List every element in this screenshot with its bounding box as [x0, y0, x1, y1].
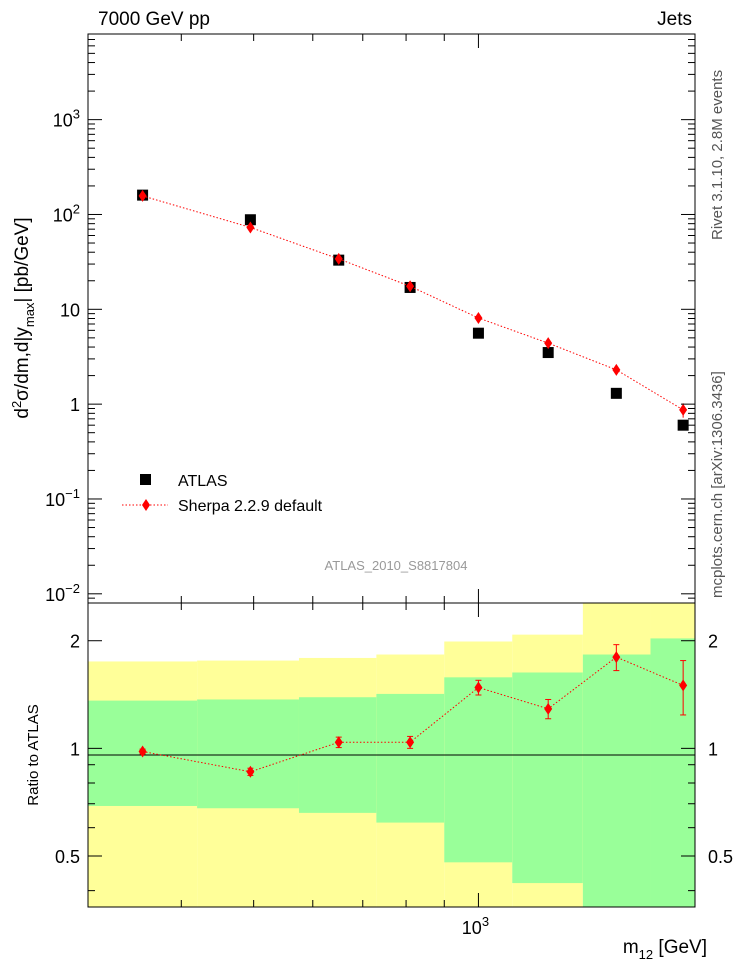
main-y-tick-exp: 2: [73, 201, 80, 216]
main-y-tick-exp: 3: [73, 107, 80, 122]
sherpa-point: [406, 280, 415, 293]
sherpa-point: [679, 403, 688, 416]
ylabel-mid: σ/dm,d|y: [12, 327, 33, 401]
ratio-point: [612, 651, 621, 664]
main-y-tick-label: 10: [60, 300, 80, 320]
x-tick-base: 10: [462, 918, 482, 938]
ratio-point: [138, 745, 147, 758]
main-y-tick-label: 10−1: [45, 486, 80, 510]
legend-sherpa-marker: [142, 499, 150, 511]
ratio-y-axis-label: Ratio to ATLAS: [25, 704, 42, 805]
ratio-x-axis-label: m12 [GeV]: [623, 937, 707, 962]
ratio-y-tick-label-left: 0.5: [55, 847, 80, 867]
atlas-point: [610, 387, 622, 399]
ylabel-end: | [pb/GeV]: [12, 217, 33, 302]
main-y-tick-base: 10: [60, 300, 80, 320]
atlas-point: [472, 327, 484, 339]
ratio-point: [474, 681, 483, 694]
ratio-data-layer: [138, 644, 688, 778]
ratio-inner-band: [582, 654, 651, 907]
legend: ATLAS Sherpa 2.2.9 default: [122, 473, 323, 515]
main-y-tick-base: 10: [53, 205, 73, 225]
ratio-bands-layer: [88, 603, 695, 907]
sherpa-point: [612, 363, 621, 376]
side-label-mcplots: mcplots.cern.ch [arXiv:1306.3436]: [709, 371, 726, 598]
xlabel-unit: [GeV]: [653, 937, 707, 958]
ratio-y-tick-label-right: 1: [708, 739, 718, 759]
atlas-point: [244, 214, 256, 226]
header-right-label: Jets: [657, 9, 692, 30]
analysis-watermark: ATLAS_2010_S8817804: [325, 558, 468, 573]
ylabel-sub: max: [22, 302, 37, 327]
sherpa-point: [138, 189, 147, 202]
legend-atlas-marker: [140, 474, 151, 485]
ratio-frame: [87, 602, 696, 908]
ratio-y-tick-label-left: 1: [70, 739, 80, 759]
ratio-y-tick-label-left: 2: [70, 632, 80, 652]
main-frame: [87, 33, 696, 604]
ratio-y-tick-label-right: 0.5: [708, 847, 733, 867]
ratio-point: [544, 702, 553, 715]
ratio-inner-band: [650, 638, 695, 907]
atlas-point: [542, 347, 554, 359]
sherpa-point: [334, 252, 343, 265]
side-label-rivet: Rivet 3.1.10, 2.8M events: [709, 70, 726, 240]
ratio-inner-band: [197, 699, 299, 809]
x-tick-exp: 3: [482, 914, 489, 929]
main-y-tick-base: 10: [45, 585, 65, 605]
ylabel-d: d: [12, 408, 33, 419]
legend-sherpa-label: Sherpa 2.2.9 default: [178, 498, 323, 515]
main-y-tick-base: 10: [45, 490, 65, 510]
xlabel-base: m: [623, 937, 639, 958]
main-y-tick-base: 1: [70, 395, 80, 415]
main-y-tick-exp: −2: [65, 581, 80, 596]
atlas-point: [677, 419, 689, 431]
legend-atlas-label: ATLAS: [178, 473, 228, 490]
main-y-tick-base: 10: [53, 111, 73, 131]
ratio-point: [406, 736, 415, 749]
main-y-tick-exp: −1: [65, 486, 80, 501]
sherpa-point: [246, 221, 255, 234]
main-data-layer: [137, 189, 689, 431]
ratio-inner-band: [376, 693, 445, 823]
ratio-point: [679, 679, 688, 692]
ratio-x-tick-label: 103: [462, 914, 489, 938]
ratio-point: [246, 765, 255, 778]
ratio-inner-band: [444, 677, 513, 863]
main-y-axis-label: d2σ/dm,d|ymax| [pb/GeV]: [9, 217, 37, 418]
ylabel-sup: 2: [9, 401, 24, 408]
xlabel-sub: 12: [639, 947, 653, 962]
main-y-tick-label: 10−2: [45, 581, 80, 605]
ratio-point: [334, 736, 343, 749]
sherpa-line: [142, 195, 684, 411]
ratio-y-tick-label-right: 2: [708, 632, 718, 652]
main-y-tick-label: 103: [53, 107, 80, 131]
sherpa-point: [474, 311, 483, 324]
header-left-label: 7000 GeV pp: [98, 9, 210, 30]
main-y-tick-label: 1: [70, 395, 80, 415]
sherpa-point: [544, 337, 553, 350]
main-y-tick-label: 102: [53, 201, 80, 225]
